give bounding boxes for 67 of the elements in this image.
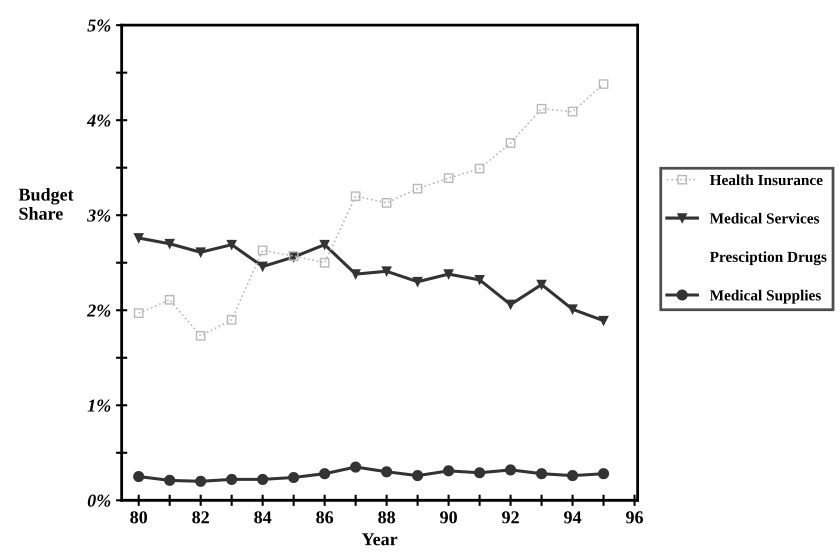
text: Presciption Drugs [710, 251, 827, 266]
x-tick-label: 96 [626, 511, 644, 524]
point [598, 79, 608, 89]
y-axis-title: Budget Share [18, 188, 74, 220]
point [258, 246, 268, 256]
point [319, 468, 330, 480]
point [568, 304, 578, 314]
point [134, 308, 144, 318]
x-tick-label: 92 [502, 511, 519, 524]
legend-label: Health Insurance [710, 174, 823, 186]
point [320, 240, 330, 250]
y-tick-label: 1% [88, 400, 110, 412]
point [444, 269, 454, 279]
point [164, 474, 176, 486]
x-tick-label: 84 [254, 511, 272, 524]
point [567, 470, 578, 482]
point [412, 470, 424, 482]
point [474, 164, 484, 174]
point [598, 468, 610, 480]
point [350, 191, 360, 202]
point [505, 464, 516, 476]
point [474, 467, 486, 478]
x-tick-label: 88 [378, 511, 396, 524]
point [164, 238, 175, 249]
point [195, 476, 206, 487]
point [226, 240, 237, 250]
point [258, 262, 268, 272]
point [226, 314, 237, 325]
point [568, 106, 578, 116]
point [196, 331, 206, 341]
y-tick-label: 5% [87, 19, 110, 32]
point [164, 294, 175, 305]
point [196, 247, 206, 258]
x-tick-label: 90 [440, 511, 457, 524]
x-tick-label: 80 [130, 511, 148, 524]
point [320, 258, 330, 268]
y-tick-label: 3% [87, 209, 110, 222]
point [536, 468, 548, 480]
point [226, 474, 238, 485]
y-tick-label: 4% [86, 114, 110, 127]
point [134, 233, 144, 243]
point [288, 472, 300, 484]
legend-label: Medical Supplies [710, 290, 821, 304]
point [474, 274, 484, 285]
x-tick-label: 94 [564, 511, 582, 524]
x-tick-label: 82 [192, 511, 209, 524]
point [350, 461, 362, 473]
legend-label: Medical Services [710, 212, 820, 224]
point [506, 138, 516, 148]
point [444, 173, 454, 184]
y-tick-label: 2% [86, 304, 110, 317]
x-axis-title: Year [362, 533, 398, 546]
point [382, 198, 392, 208]
point [412, 276, 422, 287]
point [536, 280, 546, 290]
point [412, 184, 422, 194]
y-tick-label: 0% [88, 494, 110, 507]
point [133, 470, 144, 482]
point [381, 466, 392, 478]
point [506, 300, 516, 310]
point [350, 269, 360, 279]
point [598, 316, 608, 326]
point [257, 474, 268, 485]
point [443, 465, 454, 476]
point [536, 104, 546, 114]
x-tick-label: 86 [316, 511, 334, 524]
point [382, 266, 392, 276]
